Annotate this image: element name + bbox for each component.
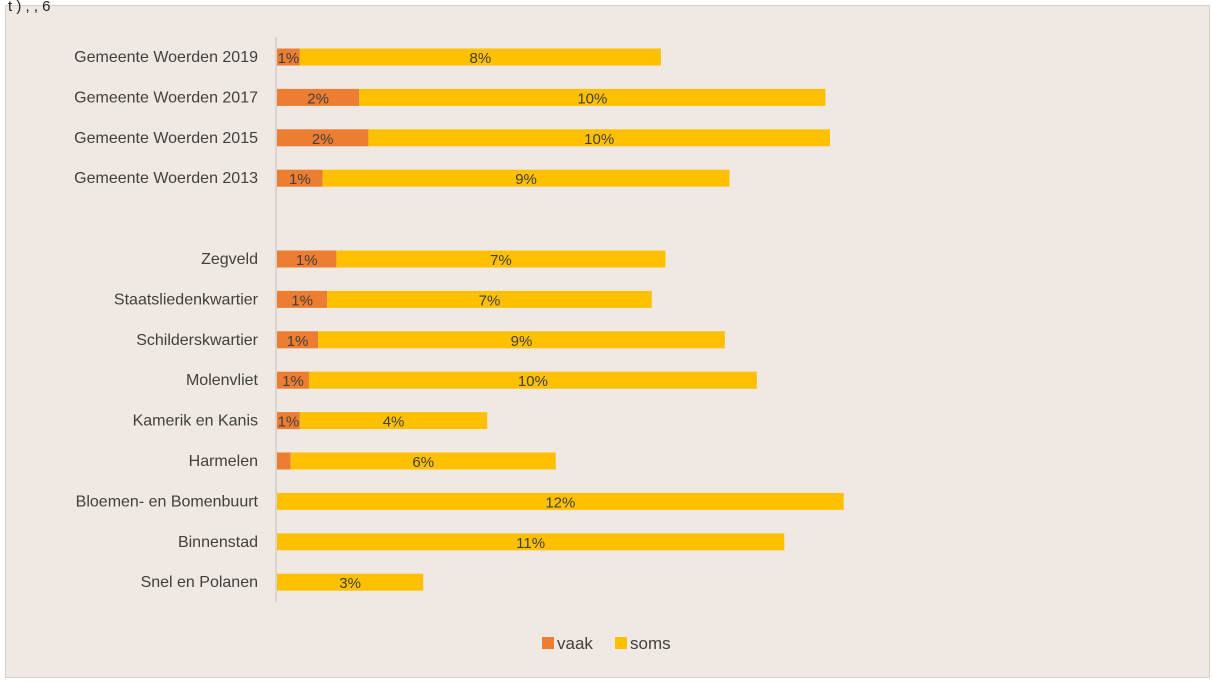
category-label: Harmelen	[189, 453, 258, 470]
bar-vaak	[277, 129, 369, 147]
category-label: Snel en Polanen	[141, 574, 258, 591]
legend-swatch-soms	[615, 637, 627, 649]
data-label-vaak: 1%	[278, 50, 300, 67]
chart-area: t ) , , 6 Gemeente Woerden 2019 Gemeente …	[5, 0, 1210, 678]
category-label: Gemeente Woerden 2019	[74, 49, 258, 66]
bar-soms	[359, 88, 826, 106]
bar-soms	[277, 573, 424, 591]
data-label-soms: 12%	[545, 494, 575, 511]
bar-chart: Gemeente Woerden 2019 Gemeente Woerden 20…	[74, 36, 844, 653]
bar-soms	[308, 371, 757, 389]
bar-soms	[327, 290, 652, 308]
category-label: Gemeente Woerden 2013	[74, 170, 258, 187]
category-labels: Gemeente Woerden 2019 Gemeente Woerden 20…	[74, 49, 259, 591]
bar-vaak	[277, 452, 291, 470]
category-label: Molenvliet	[186, 372, 259, 389]
data-label-vaak: 1%	[289, 171, 311, 188]
legend-label-vaak: vaak	[557, 634, 593, 653]
legend-swatch-vaak	[542, 637, 554, 649]
data-label-vaak: 1%	[296, 252, 318, 269]
bar-soms	[299, 412, 488, 430]
data-label-vaak: 1%	[291, 292, 313, 309]
data-label-vaak: 1%	[278, 414, 300, 431]
data-label-soms: 10%	[577, 90, 607, 107]
data-label-soms: 9%	[511, 333, 533, 350]
category-label: Bloemen- en Bomenbuurt	[76, 493, 259, 510]
data-label-soms: 7%	[479, 292, 501, 309]
legend-label-soms: soms	[630, 634, 671, 653]
bar-soms	[318, 331, 725, 349]
bar-vaak	[277, 88, 360, 106]
category-label: Kamerik en Kanis	[133, 413, 258, 430]
bar-series	[277, 48, 844, 591]
category-label: Zegveld	[201, 251, 258, 268]
data-label-vaak: 1%	[282, 373, 304, 390]
bar-vaak	[277, 412, 300, 430]
bar-soms	[290, 452, 556, 470]
bar-vaak	[277, 290, 328, 308]
category-label: Schilderskwartier	[136, 332, 258, 349]
bar-soms	[368, 129, 830, 147]
data-label-soms: 6%	[412, 454, 434, 471]
data-label-vaak: 1%	[287, 333, 309, 350]
bar-soms	[336, 250, 666, 268]
category-label: Gemeente Woerden 2015	[74, 130, 258, 147]
bar-soms	[322, 169, 730, 187]
bar-vaak	[277, 250, 337, 268]
data-label-vaak: 2%	[312, 131, 334, 148]
bar-soms	[277, 533, 785, 551]
cropped-header-text: t ) , , 6	[8, 0, 51, 15]
data-label-soms: 9%	[515, 171, 537, 188]
data-label-soms: 10%	[584, 131, 614, 148]
data-label-soms: 8%	[470, 50, 492, 67]
bar-vaak	[277, 371, 309, 389]
data-label-soms: 7%	[490, 252, 512, 269]
bar-vaak	[277, 48, 300, 66]
data-label-vaak: 2%	[307, 90, 329, 107]
data-label-soms: 10%	[518, 373, 548, 390]
bar-vaak	[277, 331, 319, 349]
bar-vaak	[277, 169, 323, 187]
data-label-soms: 4%	[383, 414, 405, 431]
data-label-soms: 3%	[339, 575, 361, 592]
category-label: Staatsliedenkwartier	[114, 291, 259, 308]
data-labels: 1% 8% 2% 10% 2% 10% 1% 9% 1% 7% 1% 7% 1% 9% 1% 10% 1% 4% 6…	[278, 50, 615, 592]
data-label-soms: 11%	[516, 535, 545, 552]
category-label: Binnenstad	[178, 534, 258, 551]
legend: vaak soms	[542, 634, 671, 653]
category-label: Gemeente Woerden 2017	[74, 89, 258, 106]
bar-soms	[299, 48, 661, 66]
bar-soms	[277, 492, 844, 510]
